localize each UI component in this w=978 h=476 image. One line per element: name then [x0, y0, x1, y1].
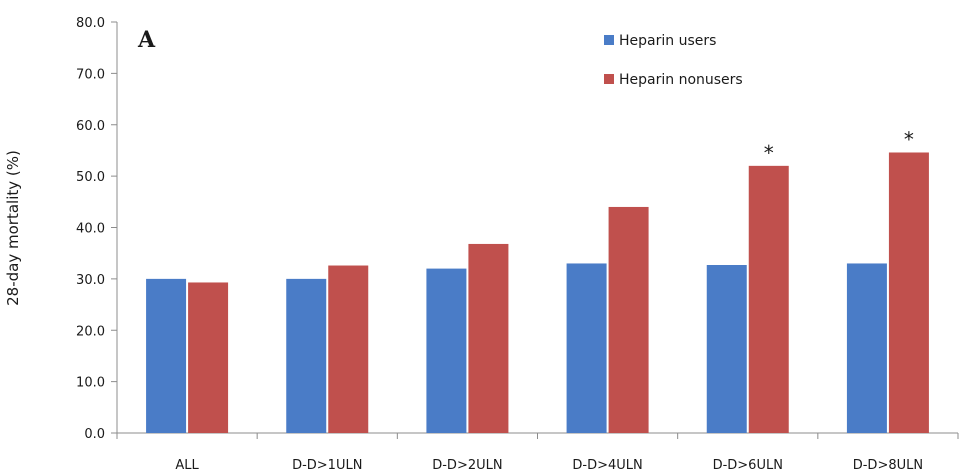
- y-tick-label: 10.0: [76, 376, 105, 391]
- bar-nonusers-1: [328, 265, 369, 433]
- y-tick-label: 60.0: [76, 119, 105, 134]
- category-label: D-D>2ULN: [432, 458, 502, 473]
- y-tick-label: 0.0: [84, 427, 105, 442]
- y-tick-label: 30.0: [76, 273, 105, 288]
- bar-users-4: [706, 265, 747, 433]
- bar-users-2: [426, 268, 467, 433]
- bar-users-0: [146, 278, 187, 433]
- x-axis-ticks: [116, 433, 959, 439]
- significance-marker: *: [904, 127, 914, 151]
- y-tick-label: 70.0: [76, 67, 105, 82]
- y-tick-label: 40.0: [76, 222, 105, 237]
- category-labels: ALL D-D>1ULN D-D>2ULN D-D>4ULN D-D>6ULN D-D>8…: [175, 458, 923, 473]
- y-tick-label: 50.0: [76, 170, 105, 185]
- category-label: D-D>8ULN: [853, 458, 923, 473]
- panel-label: A: [137, 27, 156, 53]
- bar-nonusers-3: [608, 206, 649, 433]
- y-axis-ticks: 0.0 10.0 20.0 30.0 40.0 50.0 60.0 70.0 80.0: [76, 16, 117, 442]
- bar-users-1: [286, 278, 327, 433]
- bar-users-5: [846, 263, 887, 433]
- bar-nonusers-4: [748, 165, 789, 433]
- category-label: ALL: [175, 458, 199, 473]
- bar-nonusers-5: [888, 152, 929, 433]
- category-label: D-D>1ULN: [292, 458, 362, 473]
- bar-users-3: [566, 263, 607, 433]
- y-tick-label: 80.0: [76, 16, 105, 31]
- legend-label: Heparin nonusers: [619, 72, 743, 88]
- bar-nonusers-2: [468, 243, 509, 433]
- y-axis-label: 28-day mortality (%): [4, 150, 22, 306]
- y-tick-label: 20.0: [76, 324, 105, 339]
- legend-label: Heparin users: [619, 33, 716, 49]
- legend: Heparin users Heparin nonusers: [604, 33, 743, 88]
- category-label: D-D>6ULN: [713, 458, 783, 473]
- bar-nonusers-0: [188, 282, 229, 433]
- legend-swatch: [604, 35, 614, 45]
- annotations-group: **: [764, 127, 914, 164]
- category-label: D-D>4ULN: [572, 458, 642, 473]
- significance-marker: *: [764, 141, 774, 165]
- bars-group: [146, 152, 929, 433]
- legend-swatch: [604, 74, 614, 84]
